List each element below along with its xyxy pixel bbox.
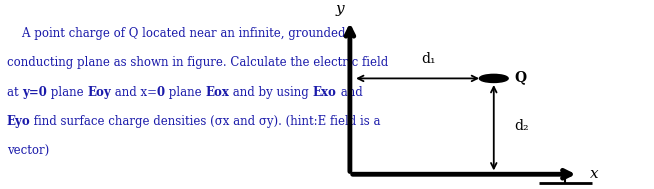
Text: and by using: and by using bbox=[230, 86, 313, 99]
Text: find surface charge densities (σx and σy). (hint:E field is a: find surface charge densities (σx and σy… bbox=[30, 115, 381, 128]
Text: y=0: y=0 bbox=[22, 86, 47, 99]
Text: and x=: and x= bbox=[111, 86, 157, 99]
Text: 0: 0 bbox=[157, 86, 165, 99]
Text: Q: Q bbox=[515, 70, 527, 84]
Text: x: x bbox=[591, 167, 599, 181]
Text: A point charge of Q located near an infinite, grounded: A point charge of Q located near an infi… bbox=[7, 27, 345, 40]
Text: and: and bbox=[337, 86, 362, 99]
Text: d₂: d₂ bbox=[515, 119, 529, 133]
Text: Exo: Exo bbox=[313, 86, 337, 99]
Text: Eyo: Eyo bbox=[7, 115, 30, 128]
Text: d₁: d₁ bbox=[421, 52, 436, 66]
Circle shape bbox=[479, 74, 508, 82]
Text: vector): vector) bbox=[7, 145, 49, 158]
Text: Eox: Eox bbox=[205, 86, 230, 99]
Text: at: at bbox=[7, 86, 22, 99]
Text: Eoy: Eoy bbox=[87, 86, 111, 99]
Text: plane: plane bbox=[165, 86, 205, 99]
Text: conducting plane as shown in figure. Calculate the electric field: conducting plane as shown in figure. Cal… bbox=[7, 56, 388, 69]
Text: plane: plane bbox=[47, 86, 87, 99]
Text: y: y bbox=[335, 2, 344, 16]
